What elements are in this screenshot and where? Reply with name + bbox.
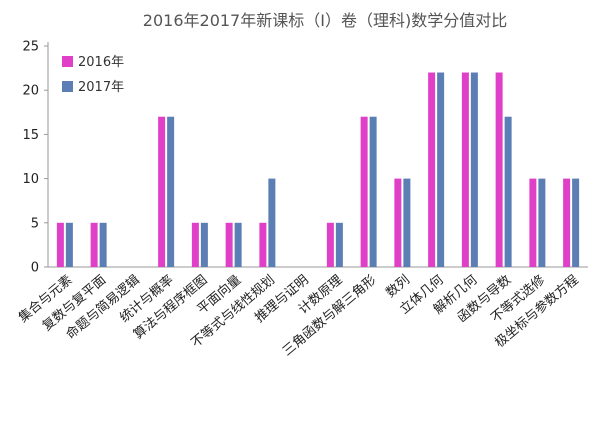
bar-2017-9 (369, 116, 377, 267)
chart-title: 2016年2017年新课标（Ⅰ）卷（理科)数学分值对比 (143, 11, 507, 30)
bar-2017-6 (268, 178, 276, 267)
bar-2016-15 (563, 178, 571, 267)
y-tick-label: 25 (22, 40, 39, 55)
legend-swatch-2016 (62, 56, 73, 67)
bar-2016-3 (158, 116, 166, 267)
bar-2017-8 (335, 222, 343, 267)
x-axis-labels: 集合与元素复数与复平面命题与简易逻辑统计与概率算法与程序框图平面向量不等式与线性… (15, 272, 581, 359)
bar-2016-4 (191, 222, 199, 267)
bar-2017-3 (167, 116, 175, 267)
bar-2016-14 (529, 178, 537, 267)
bar-2016-11 (428, 72, 436, 268)
bar-2016-8 (326, 222, 334, 267)
y-tick-label: 20 (22, 84, 39, 99)
bar-2016-6 (259, 222, 267, 267)
bar-2016-5 (225, 222, 233, 267)
bar-2017-4 (200, 222, 208, 267)
bar-2016-12 (461, 72, 469, 268)
bar-2016-1 (90, 222, 98, 267)
y-tick-label: 0 (31, 261, 39, 276)
bar-2016-10 (394, 178, 402, 267)
bar-2017-14 (538, 178, 546, 267)
bar-2017-11 (437, 72, 445, 268)
y-tick-label: 10 (22, 172, 39, 187)
legend-swatch-2017 (62, 81, 73, 92)
y-tick-label: 5 (31, 216, 39, 231)
legend: 2016年 2017年 (62, 55, 124, 95)
bar-2016-0 (56, 222, 64, 267)
bar-2017-15 (572, 178, 580, 267)
legend-label-2017: 2017年 (78, 80, 124, 95)
legend-label-2016: 2016年 (78, 55, 124, 70)
bar-2017-13 (504, 116, 512, 267)
y-tick-label: 15 (22, 128, 39, 143)
bar-2016-9 (360, 116, 368, 267)
bar-2017-5 (234, 222, 242, 267)
bar-2017-1 (99, 222, 107, 267)
bar-2017-10 (403, 178, 411, 267)
y-axis-ticks: 0 5 10 15 20 25 (22, 40, 48, 276)
bar-2017-0 (65, 222, 73, 267)
bar-2017-12 (470, 72, 478, 268)
bars (56, 72, 580, 268)
bar-2016-13 (495, 72, 503, 268)
